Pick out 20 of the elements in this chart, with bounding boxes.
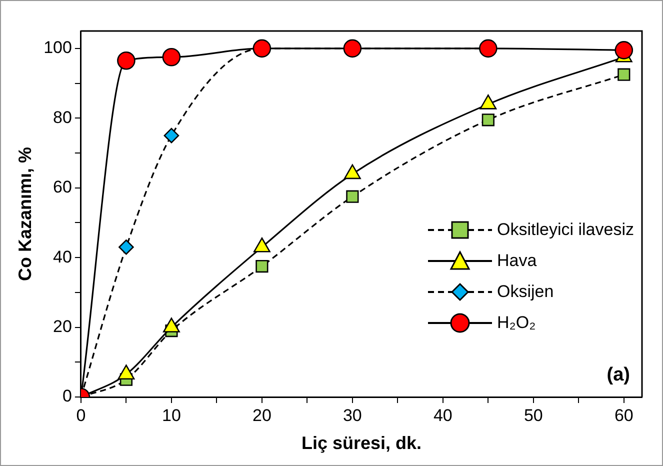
x-tick-label: 50 [524, 406, 543, 425]
x-tick-label: 40 [433, 406, 452, 425]
x-tick-label: 0 [76, 406, 86, 425]
x-tick-label: 30 [342, 406, 362, 425]
x-tick-label: 10 [162, 406, 181, 425]
legend-label: H₂O₂ [497, 312, 536, 332]
legend-label: Hava [497, 250, 537, 270]
x-tick-label: 20 [252, 406, 272, 425]
legend-label: Oksijen [497, 282, 554, 302]
y-tick-label: 100 [44, 38, 72, 58]
x-axis-title: Liç süresi, dk. [301, 433, 422, 454]
y-tick-label: 80 [53, 108, 72, 127]
annotation: (a) [606, 364, 630, 386]
y-axis-title: Co Kazanımı, % [14, 146, 35, 282]
y-tick-label: 0 [62, 386, 72, 406]
x-tick-label: 60 [614, 406, 634, 425]
y-tick-label: 20 [53, 316, 72, 336]
legend-label: Oksitleyici ilavesiz [497, 220, 634, 240]
y-tick-label: 40 [53, 247, 72, 266]
y-tick-label: 60 [53, 178, 72, 197]
